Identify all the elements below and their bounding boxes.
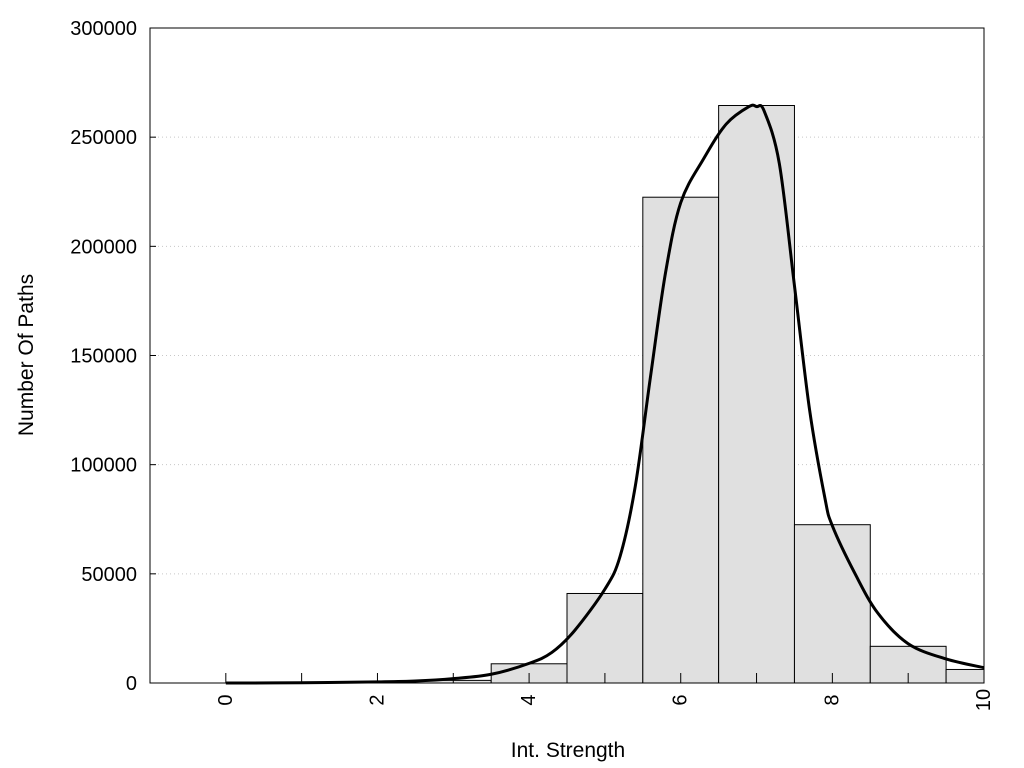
y-tick-label: 50000 bbox=[81, 564, 137, 586]
grid-lines bbox=[150, 136, 984, 575]
y-tick-label: 0 bbox=[126, 673, 137, 695]
fit-curve bbox=[225, 103, 985, 685]
histogram-bars bbox=[339, 105, 985, 684]
fit-curve-layer bbox=[225, 103, 985, 685]
x-axis-title: Int. Strength bbox=[511, 739, 625, 762]
x-tick-label: 6 bbox=[670, 694, 692, 705]
y-tick-label: 250000 bbox=[70, 127, 137, 149]
x-tick-label: 10 bbox=[973, 689, 995, 711]
y-tick-label: 100000 bbox=[70, 455, 137, 477]
histogram-bar bbox=[642, 196, 720, 684]
histogram-bar bbox=[945, 668, 985, 684]
x-tick-label: 0 bbox=[215, 694, 237, 705]
histogram-bar bbox=[793, 524, 871, 684]
x-tick-label: 2 bbox=[366, 694, 388, 705]
y-tick-label: 150000 bbox=[70, 346, 137, 368]
x-tick-label: 4 bbox=[518, 694, 540, 705]
y-tick-label: 200000 bbox=[70, 236, 137, 258]
x-axis-ticks: 0 2 4 6 8 10 bbox=[215, 673, 995, 711]
x-tick-label: 8 bbox=[821, 694, 843, 705]
histogram-bar bbox=[718, 105, 795, 684]
y-axis-title: Number Of Paths bbox=[15, 274, 38, 436]
y-tick-label: 300000 bbox=[70, 18, 137, 40]
y-axis-ticks: 0 50000 100000 150000 200000 250000 300000 bbox=[70, 18, 156, 695]
histogram-bar bbox=[566, 592, 644, 684]
